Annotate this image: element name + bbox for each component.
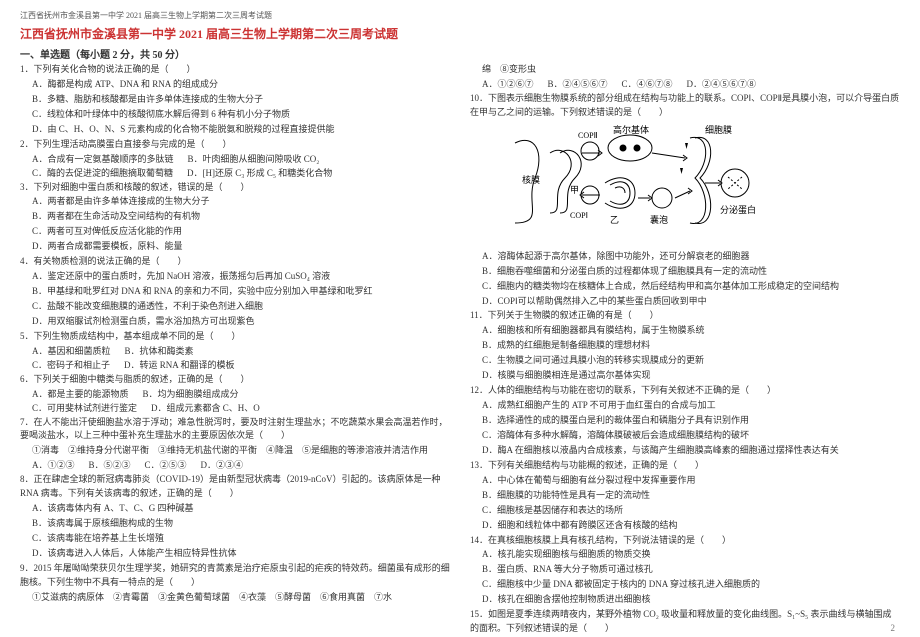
- question-2: 2．下列生理活动高膜蛋白直接参与完成的是（ ）: [20, 138, 450, 152]
- q7-options: A．①②③ B．⑤②③ C．②⑤③ D．②③④: [20, 459, 450, 473]
- q14-option-a: A．核孔能实现细胞核与细胞质的物质交换: [470, 548, 900, 562]
- q5-row2: C．密码子和相止子 D．转运 RNA 和翻译的模板: [20, 359, 450, 373]
- q2-row1: A．合成有一定氨基酸顺序的多肽链 B．叶肉细胞从细胞间隙吸收 CO₂: [20, 153, 450, 167]
- q13-option-d: D．细胞和线粒体中都有跨膜区还含有核酸的结构: [470, 519, 900, 533]
- q14-option-d: D．核孔在细胞含摆他控制物质进出细胞核: [470, 593, 900, 607]
- q5-option-a: A．基因和细菌质粒: [32, 345, 111, 359]
- q12-option-c: C．溶酶体有多种水解酶，溶酶体膜破被后会造成细胞膜结构的破坏: [470, 429, 900, 443]
- q5-option-d: D．转运 RNA 和翻译的模板: [124, 359, 235, 373]
- label-vesicle: 囊泡: [650, 214, 668, 225]
- q8-option-d: D．该病毒进入人体后，人体能产生相应特异性抗体: [20, 547, 450, 561]
- question-10: 10．下图表示细胞生物膜系统的部分组成在结构与功能上的联系。COPⅠ、COPⅡ是…: [470, 92, 900, 120]
- question-1: 1．下列有关化合物的说法正确的是（ ）: [20, 63, 450, 77]
- q9-option-d: D．②④⑤⑥⑦⑧: [687, 78, 757, 92]
- q12-option-a: A．成熟红细胞产生的 ATP 不可用于血红蛋白的合成与加工: [470, 399, 900, 413]
- cell-diagram: 核膜 COPⅡ 高尔基体 甲 乙 COPⅠ 囊泡 细胞: [510, 123, 770, 243]
- q1-option-d: D．由 C、H、O、N、S 元素构成的化合物不能脱氨和脱羧的过程直接提供能: [20, 123, 450, 137]
- q7-subopts: ①消毒 ②维持身分代谢平衡 ③维持无机盐代谢的平衡 ④降温 ⑤是细胞的等渗溶液并…: [20, 444, 450, 458]
- label-secret: 分泌蛋白: [720, 204, 756, 215]
- label-copi: COPⅠ: [570, 211, 588, 220]
- q1-option-a: A．酶都是构成 ATP、DNA 和 RNA 的组成成分: [20, 78, 450, 92]
- q14-option-c: C．细胞核中少量 DNA 都被固定于核内的 DNA 穿过核孔进入细胞质的: [470, 578, 900, 592]
- question-14: 14．在真核细胞核膜上具有核孔结构，下列说法错误的是（ ）: [470, 534, 900, 548]
- q2-option-a: A．合成有一定氨基酸顺序的多肽链: [32, 153, 174, 167]
- q2-row2: C．酶的去促进淀的细胞摘取葡萄糖 D．[H]还原 C₃ 形成 C₅ 和糖类化合物: [20, 167, 450, 181]
- q11-option-b: B．成熟的红细胞是制备细胞膜的理想材料: [470, 339, 900, 353]
- q9-options: A．①②⑥⑦ B．②④⑤⑥⑦ C．④⑥⑦⑧ D．②④⑤⑥⑦⑧: [470, 78, 900, 92]
- q7-option-d: D．②③④: [201, 459, 244, 473]
- q10-option-a: A．溶酶体起源于高尔基体，除图中功能外，还可分解衰老的细胞器: [470, 250, 900, 264]
- q6-row1: A．都是主要的能源物质 B．均为细胞膜组成成分: [20, 388, 450, 402]
- q2-option-d: D．[H]还原 C₃ 形成 C₅ 和糖类化合物: [187, 167, 332, 181]
- q1-option-b: B．多糖、脂肪和核酸都是由许多单体连接成的生物大分子: [20, 93, 450, 107]
- q5-option-b: B．抗体和酶类素: [125, 345, 194, 359]
- q3-option-b: B．两者都在生命活动及空间结构的有机物: [20, 210, 450, 224]
- q10-option-c: C．细胞内的糖类物均在核糖体上合成，然后经结构甲和高尔基体加工形成稳定的空间结构: [470, 280, 900, 294]
- q9-option-c: C．④⑥⑦⑧: [622, 78, 673, 92]
- q9-option-b: B．②④⑤⑥⑦: [548, 78, 608, 92]
- q10-option-d: D．COPⅠ可以帮助偶然排入乙中的某些蛋白质回收到甲中: [470, 295, 900, 309]
- q6-option-c: C．可用斐林试剂进行鉴定: [32, 402, 137, 416]
- q1-option-c: C．线粒体和叶绿体中的核酸彻底水解后得到 6 种有机小分子物质: [20, 108, 450, 122]
- right-column: 绵 ⑧变形虫 A．①②⑥⑦ B．②④⑤⑥⑦ C．④⑥⑦⑧ D．②④⑤⑥⑦⑧ 10…: [470, 63, 900, 637]
- page-number: 2: [891, 623, 896, 633]
- q6-option-d: D．组成元素都含 C、H、O: [151, 402, 260, 416]
- content-columns: 1．下列有关化合物的说法正确的是（ ） A．酶都是构成 ATP、DNA 和 RN…: [20, 63, 900, 637]
- q9-cont: 绵 ⑧变形虫: [470, 63, 900, 77]
- section-heading: 一、单选题（每小题 2 分，共 50 分）: [20, 46, 900, 61]
- q8-option-a: A．该病毒体内有 A、T、C、G 四种碱基: [20, 502, 450, 516]
- question-13: 13．下列有关细胞结构与功能概的叙述，正确的是（ ）: [470, 459, 900, 473]
- q8-option-b: B．该病毒属于原核细胞构成的生物: [20, 517, 450, 531]
- q5-row1: A．基因和细菌质粒 B．抗体和酶类素: [20, 345, 450, 359]
- label-nucleus: 核膜: [522, 174, 540, 185]
- label-a: 甲: [570, 185, 579, 195]
- page-header: 江西省抚州市金溪县第一中学 2021 届高三生物上学期第二次三周考试题: [20, 10, 900, 21]
- q7-option-a: A．①②③: [32, 459, 75, 473]
- q12-option-d: D．酶A 在细胞核以液晶内合成核素，与该酶产生细胞膜高峰素的细胞通过摆择性表达有…: [470, 444, 900, 458]
- question-8: 8．正在肆虐全球的新冠病毒肺炎（COVID-19）是由新型冠状病毒（2019-n…: [20, 473, 450, 501]
- question-9: 9．2015 年屠呦呦荣获贝尔生理学奖，她研究的青蒿素是治疗疟原虫引起的疟疾的特…: [20, 562, 450, 590]
- q2-option-c: C．酶的去促进淀的细胞摘取葡萄糖: [32, 167, 173, 181]
- q3-option-c: C．两者可互对俾低反应活化能的作用: [20, 225, 450, 239]
- label-b: 乙: [610, 215, 619, 225]
- label-mito: 细胞膜: [705, 124, 732, 135]
- q11-option-c: C．生物膜之间可通过具膜小泡的转移实现膜成分的更新: [470, 354, 900, 368]
- q4-option-c: C．盐酸不能改变细胞膜的通透性，不利于染色剂进入细胞: [20, 300, 450, 314]
- q13-option-c: C．细胞核是基因储存和表达的场所: [470, 504, 900, 518]
- q9-option-a: A．①②⑥⑦: [482, 78, 534, 92]
- question-7: 7．在人不能出汗使细胞盐水溶于浮动；难急性脱泻时，要及时注射生理盐水；不吃蔬菜水…: [20, 416, 450, 444]
- q9-subopts: ①艾滋病的病原体 ②青霉菌 ③金黄色葡萄球菌 ④衣藻 ⑤酵母菌 ⑥食用真菌 ⑦水: [20, 591, 450, 605]
- q7-option-b: B．⑤②③: [89, 459, 131, 473]
- q4-option-b: B．甲基绿和吡罗红对 DNA 和 RNA 的亲和力不同，实验中应分别加入甲基绿和…: [20, 285, 450, 299]
- question-6: 6．下列关于细胞中糖类与脂质的叙述，正确的是（ ）: [20, 373, 450, 387]
- q6-option-b: B．均为细胞膜组成成分: [143, 388, 239, 402]
- q5-option-c: C．密码子和相止子: [32, 359, 110, 373]
- exam-title: 江西省抚州市金溪县第一中学 2021 届高三生物上学期第二次三周考试题: [20, 25, 900, 42]
- q10-option-b: B．细胞吞噬细菌和分泌蛋白质的过程都体现了细胞膜具有一定的流动性: [470, 265, 900, 279]
- q11-option-a: A．细胞核和所有细胞器都具有膜结构，属于生物膜系统: [470, 324, 900, 338]
- q7-option-c: C．②⑤③: [145, 459, 187, 473]
- q2-option-b: B．叶肉细胞从细胞间隙吸收 CO₂: [188, 153, 320, 167]
- question-4: 4．有关物质检测的说法正确的是（ ）: [20, 255, 450, 269]
- label-golgi: 高尔基体: [613, 124, 649, 135]
- question-11: 11．下列关于生物膜的叙述正确的有是（ ）: [470, 309, 900, 323]
- question-3: 3．下列对细胞中蛋白质和核酸的叙述，错误的是（ ）: [20, 181, 450, 195]
- q3-option-a: A．两者都是由许多单体连接成的生物大分子: [20, 195, 450, 209]
- q8-option-c: C．该病毒能在培养基上生长增殖: [20, 532, 450, 546]
- q13-option-a: A．中心体在葡萄与细胞有丝分裂过程中发挥重要作用: [470, 474, 900, 488]
- question-12: 12．人体的细胞结构与功能在密切的联系，下列有关叙述不正确的是（ ）: [470, 384, 900, 398]
- q4-option-a: A．鉴定还原中的蛋白质时，先加 NaOH 溶液，振荡摇匀后再加 CuSO₄ 溶液: [20, 270, 450, 284]
- q13-option-b: B．细胞膜的功能特性是具有一定的流动性: [470, 489, 900, 503]
- q11-option-d: D．核膜与细胞膜相连是通过高尔基体实现: [470, 369, 900, 383]
- question-15: 15．如图是夏季连续两晴夜内，某野外植物 CO₂ 吸收量和释放量的变化曲线图。S…: [470, 608, 900, 636]
- q3-option-d: D．两者合成都需要模板，原料、能量: [20, 240, 450, 254]
- question-5: 5．下列生物质成结构中，基本组成单不同的是（ ）: [20, 330, 450, 344]
- q14-option-b: B．蛋白质、RNA 等大分子物质可通过核孔: [470, 563, 900, 577]
- q4-option-d: D．用双缩脲试剂检测蛋白质，需水浴加热方可出现紫色: [20, 315, 450, 329]
- q6-option-a: A．都是主要的能源物质: [32, 388, 129, 402]
- left-column: 1．下列有关化合物的说法正确的是（ ） A．酶都是构成 ATP、DNA 和 RN…: [20, 63, 450, 637]
- q6-row2: C．可用斐林试剂进行鉴定 D．组成元素都含 C、H、O: [20, 402, 450, 416]
- q12-option-b: B．选择通性的成的膜蛋白是利的裁体蛋白和磷脂分子具有识别作用: [470, 414, 900, 428]
- label-copii: COPⅡ: [578, 131, 598, 140]
